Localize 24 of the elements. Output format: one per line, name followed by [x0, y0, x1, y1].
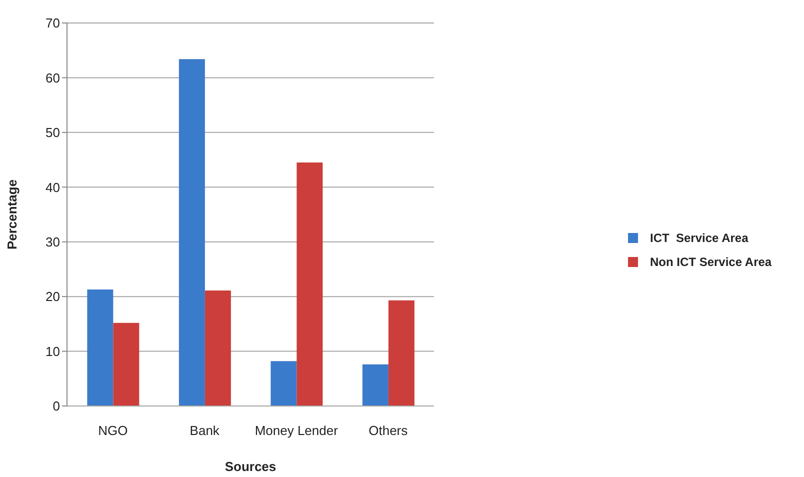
- y-axis-title: Percentage: [4, 179, 20, 250]
- y-tick-label: 70: [46, 16, 60, 31]
- x-tick-label: Bank: [190, 423, 220, 438]
- bar: [113, 322, 140, 406]
- bar: [388, 300, 414, 406]
- y-tick-label: 30: [46, 234, 60, 250]
- bar: [87, 289, 114, 406]
- bar: [296, 162, 323, 406]
- x-tick-label: NGO: [98, 423, 128, 438]
- y-tick-label: 50: [46, 125, 60, 140]
- x-tick-label: Others: [368, 423, 408, 438]
- y-tick-label: 60: [46, 70, 60, 86]
- legend-label: ICT Service Area: [650, 231, 748, 245]
- bar: [204, 290, 231, 406]
- x-axis-title: Sources: [224, 459, 276, 474]
- bar: [178, 59, 205, 406]
- bar: [270, 361, 297, 406]
- legend-label: Non ICT Service Area: [650, 255, 772, 269]
- y-tick-label: 10: [46, 344, 60, 359]
- y-tick-label: 0: [52, 398, 60, 414]
- y-tick-label: 40: [46, 180, 60, 195]
- bar: [362, 364, 388, 406]
- y-tick-label: 20: [46, 289, 60, 304]
- x-tick-label: Money Lender: [254, 423, 339, 438]
